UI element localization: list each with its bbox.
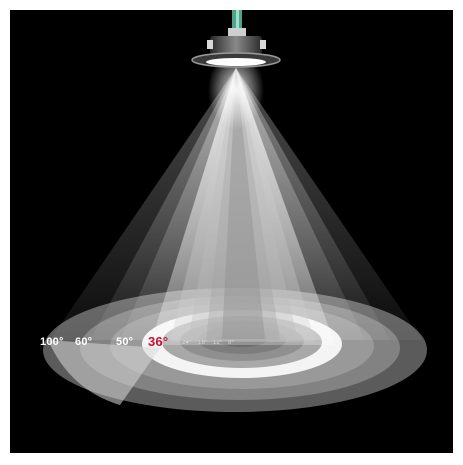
angle-label-8: 8° bbox=[228, 340, 235, 346]
spotlight-fixture bbox=[191, 10, 281, 68]
fixture-body bbox=[210, 36, 262, 54]
fixture-lens bbox=[206, 58, 266, 66]
beam-illustration bbox=[43, 10, 427, 412]
cone-24 bbox=[170, 68, 315, 342]
pool-wedge bbox=[48, 340, 160, 405]
fixture-collar bbox=[228, 28, 246, 36]
angle-label-24: 24° bbox=[182, 340, 192, 346]
photo-frame: 100° 60° 50° 36° 24° 18° 12° 8° bbox=[10, 10, 453, 453]
fixture-clip-left bbox=[207, 40, 213, 49]
cone-36 bbox=[150, 68, 335, 345]
cone-8 bbox=[222, 68, 265, 339]
fixture-clip-right bbox=[260, 40, 266, 49]
angle-label-100: 100° bbox=[40, 336, 64, 348]
angle-label-60: 60° bbox=[75, 336, 93, 348]
angle-label-50: 50° bbox=[116, 336, 134, 348]
angle-label-12: 12° bbox=[213, 340, 223, 346]
beam-hotspot bbox=[208, 50, 264, 130]
cone-18 bbox=[188, 68, 298, 341]
angle-label-18: 18° bbox=[198, 340, 208, 346]
beam-cones bbox=[50, 50, 422, 345]
fixture-stem-shade bbox=[236, 10, 239, 30]
angle-label-36: 36° bbox=[148, 334, 169, 349]
cone-12 bbox=[206, 68, 280, 340]
